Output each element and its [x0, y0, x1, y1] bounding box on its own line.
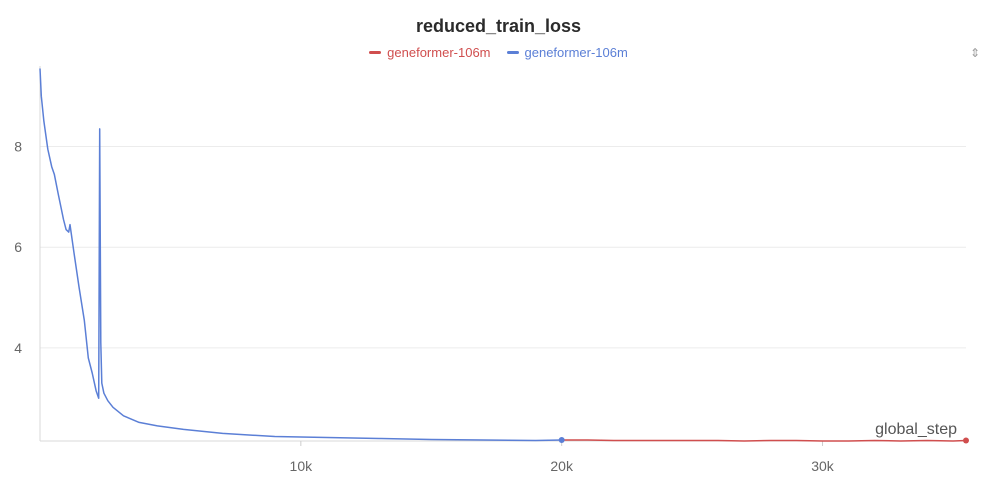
chart-title: reduced_train_loss: [415, 16, 582, 36]
legend-item-blue-run[interactable]: geneformer-106m: [506, 45, 628, 60]
series-end-marker-red-run[interactable]: [963, 437, 969, 444]
x-axis-label: global_step: [875, 421, 957, 438]
x-tick-label: 10k: [290, 458, 314, 474]
legend-item-red-run[interactable]: geneformer-106m: [369, 45, 491, 60]
legend-label-red-run: geneformer-106m: [387, 45, 491, 60]
x-tick-label: 20k: [550, 458, 574, 474]
y-tick-label: 8: [14, 139, 22, 155]
y-tick-label: 4: [14, 340, 22, 356]
x-tick-label: 30k: [811, 458, 835, 474]
legend: geneformer-106m geneformer-106m: [0, 45, 997, 60]
series-line-red-run[interactable]: [561, 439, 967, 442]
series-line-blue-run[interactable]: [39, 68, 562, 442]
legend-swatch-red: [369, 51, 382, 54]
legend-sort-icon[interactable]: ⇕: [969, 46, 981, 60]
series-end-marker-blue-run[interactable]: [558, 436, 565, 443]
legend-swatch-blue: [506, 51, 519, 54]
legend-label-blue-run: geneformer-106m: [524, 45, 628, 60]
y-tick-label: 6: [14, 239, 22, 255]
